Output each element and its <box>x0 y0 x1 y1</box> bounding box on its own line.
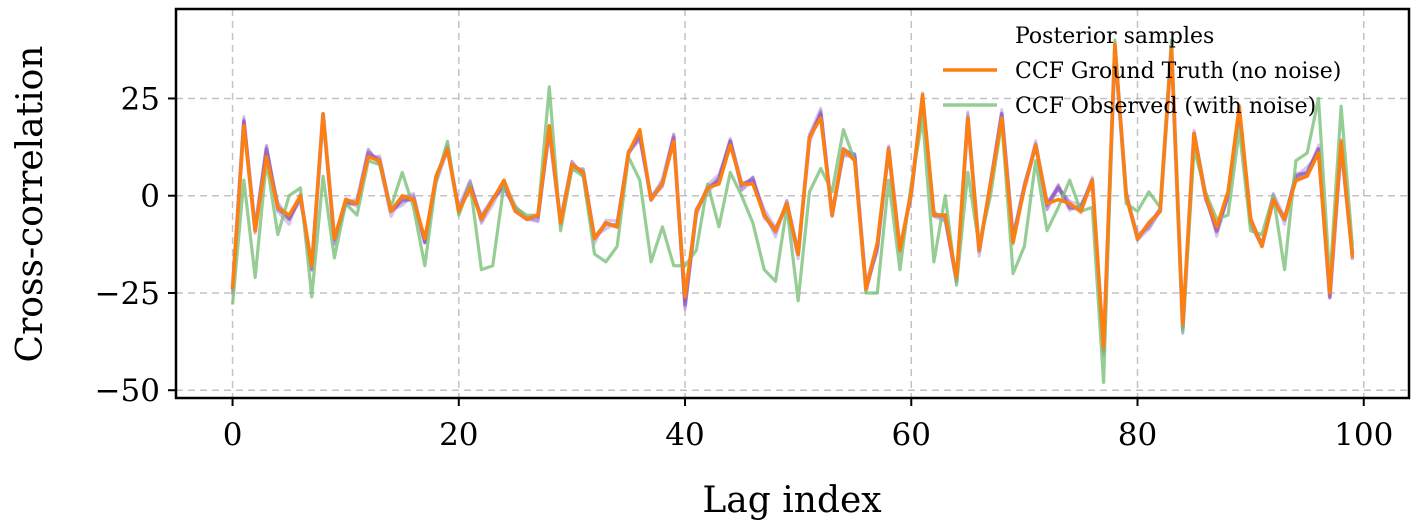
x-tick-label: 60 <box>892 417 931 453</box>
ccf-observed-line <box>230 38 1355 385</box>
x-tick-label: 40 <box>665 417 704 453</box>
x-tick-label: 100 <box>1334 417 1393 453</box>
tick-layer: 0 20 40 60 80 100 −50 −25 0 25 <box>95 81 1394 453</box>
plot-frame <box>174 7 1411 400</box>
y-tick-label: 25 <box>121 81 160 117</box>
legend: Posterior samples CCF Ground Truth (no no… <box>943 24 1341 119</box>
series-layer <box>230 38 1355 385</box>
x-tick-label: 0 <box>223 417 243 453</box>
x-tick-label: 80 <box>1118 417 1157 453</box>
x-tick-label: 20 <box>439 417 478 453</box>
grid-layer <box>176 9 1409 398</box>
legend-entry-observed: CCF Observed (with noise) <box>1015 94 1316 119</box>
y-tick-label: 0 <box>140 179 160 215</box>
ccf-ground-truth-line <box>230 42 1355 350</box>
y-tick-label: −50 <box>95 373 160 409</box>
legend-entry-posterior-samples: Posterior samples <box>1015 24 1214 49</box>
x-axis-label: Lag index <box>702 480 881 521</box>
y-axis-label: Cross-correlation <box>10 46 51 363</box>
legend-entry-ground-truth: CCF Ground Truth (no noise) <box>1015 59 1341 84</box>
y-tick-label: −25 <box>95 276 160 312</box>
